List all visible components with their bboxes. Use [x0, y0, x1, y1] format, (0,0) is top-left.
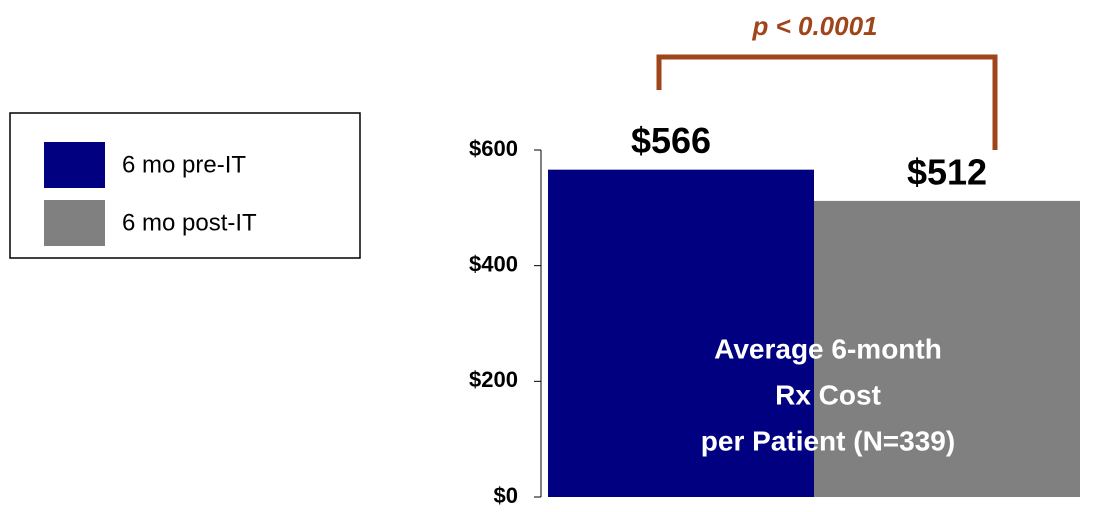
legend-swatch [44, 200, 105, 246]
y-tick-label: $0 [494, 483, 518, 508]
annotation: Rx Cost [775, 379, 881, 410]
y-tick-label: $600 [469, 136, 518, 161]
y-tick-label: $200 [469, 367, 518, 392]
legend-label: 6 mo pre-IT [122, 151, 246, 178]
data-label: $512 [907, 151, 987, 192]
p-value: p < 0.0001 [751, 11, 877, 41]
annotation: per Patient (N=339) [701, 425, 955, 456]
annotation: Average 6-month [714, 333, 942, 364]
significance-bracket [656, 54, 998, 150]
bar [548, 169, 814, 497]
bar [814, 200, 1080, 498]
y-tick-label: $400 [469, 251, 518, 276]
legend-label: 6 mo post-IT [122, 209, 257, 236]
legend-swatch [44, 142, 105, 188]
data-label: $566 [631, 120, 711, 161]
